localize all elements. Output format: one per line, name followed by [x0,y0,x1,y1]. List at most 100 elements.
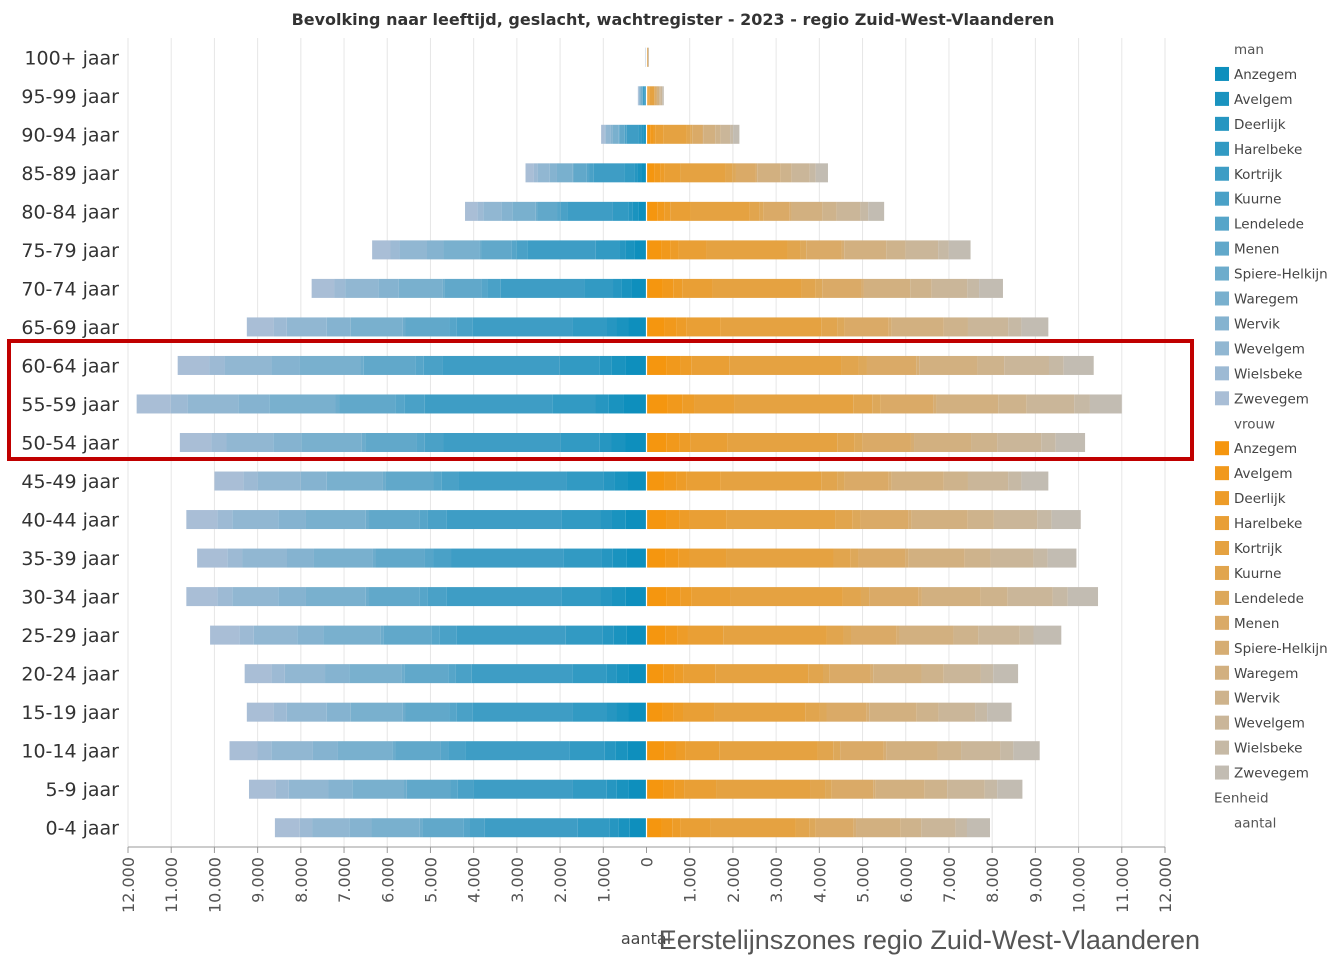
legend-item-man[interactable]: Kortrijk [1234,167,1282,183]
bar-man-kortrijk [424,394,553,414]
x-axis-label: aantal [621,929,671,948]
legend-item-vrouw[interactable]: Menen [1234,616,1279,632]
bar-man-spiere-helkijn [401,664,405,684]
bar-man-harelbeke [563,548,602,568]
bar-vrouw-kuurne [787,240,801,260]
bar-man-kortrijk [446,587,562,607]
highlight-box [7,339,1194,461]
bar-vrouw-avelgem [662,702,674,722]
bar-man-kortrijk [471,664,573,684]
bar-man-wevelgem [288,779,329,799]
legend-item-man[interactable]: Anzegem [1234,67,1297,83]
bar-man-lendelede [424,548,434,568]
legend-item-vrouw[interactable]: Kuurne [1234,566,1281,582]
bar-vrouw-lendelede [809,818,816,838]
bar-vrouw-spiere-helkijn [888,317,892,337]
bar-vrouw-avelgem [663,664,675,684]
legend-item-vrouw[interactable]: Anzegem [1234,441,1297,457]
bar-man-wevelgem [232,587,279,607]
bar-man-zwevegem [274,818,300,838]
legend-swatch-vrouw [1215,565,1229,580]
bar-vrouw-anzegem [646,201,658,221]
legend-item-man[interactable]: Spiere-Helkijn [1234,267,1328,283]
bar-man-spiere-helkijn [535,201,538,221]
bar-man-wevelgem [253,625,298,645]
bar-man-deerlijk [599,355,612,375]
bar-vrouw-harelbeke [664,163,681,183]
bar-vrouw-wielsbeke [1033,548,1048,568]
legend-item-vrouw[interactable]: Deerlijk [1234,491,1286,507]
bar-vrouw-wervik [900,818,922,838]
y-tick-label: 25-29 jaar [21,625,119,647]
bar-man-kuurne [427,510,447,530]
legend-item-man[interactable]: Zwevegem [1234,391,1309,407]
bar-vrouw-wevelgem [791,163,810,183]
bar-man-avelgem [613,625,627,645]
bar-vrouw-waregem [891,471,944,491]
bar-vrouw-harelbeke [678,240,707,260]
bar-vrouw-harelbeke [685,741,720,761]
y-axis-ticks: 100+ jaar 95-99 jaar 90-94 jaar 85-89 jaar 8… [21,47,119,839]
legend-item-man[interactable]: Avelgem [1234,92,1293,108]
bar-vrouw-kortrijk [690,201,750,221]
bar-vrouw-avelgem [663,779,675,799]
bar-vrouw-deerlijk [675,741,686,761]
legend-item-vrouw[interactable]: Avelgem [1234,466,1293,482]
legend-item-vrouw[interactable]: Wevelgem [1234,716,1305,732]
bar-vrouw-lendelede [854,433,863,452]
legend-swatch-vrouw [1215,740,1229,755]
legend-item-man[interactable]: Harelbeke [1234,142,1302,158]
bar-vrouw-wervik [980,587,1008,607]
bar-vrouw-harelbeke [686,317,721,337]
bar-vrouw-deerlijk [672,818,681,838]
bar-vrouw-spiere-helkijn [905,548,909,568]
bar-man-menen [339,394,396,414]
bar-man-kuurne [424,433,444,452]
bar-man-waregem [371,818,420,838]
x-axis-ticks: 12.000 11.000 10.000 9.000 8.000 7.000 6.000 5.… [119,847,1175,913]
bar-man-deerlijk [619,240,626,260]
legend-item-vrouw[interactable]: Waregem [1234,666,1298,682]
bar-vrouw-spiere-helkijn [896,625,900,645]
legend-item-vrouw[interactable]: Lendelede [1234,591,1304,607]
bar-man-wervik [287,548,314,568]
bar-vrouw-kortrijk [726,548,834,568]
legend-item-man[interactable]: Menen [1234,242,1279,258]
legend-item-man[interactable]: Waregem [1234,292,1298,308]
bar-man-zwevegem [229,741,258,761]
legend-item-man[interactable]: Wielsbeke [1234,366,1302,382]
legend-item-vrouw[interactable]: Zwevegem [1234,766,1309,782]
bar-man-spiere-helkijn [361,433,366,452]
legend-item-man[interactable]: Lendelede [1234,217,1304,233]
legend-item-vrouw[interactable]: Harelbeke [1234,516,1302,532]
legend-item-man[interactable]: Wervik [1234,316,1280,332]
bar-man-lendelede [419,510,428,530]
bar-man-anzegem [625,587,647,607]
bar-vrouw-menen [735,163,756,183]
legend-item-vrouw[interactable]: Wervik [1234,691,1280,707]
bar-vrouw-deerlijk [673,278,683,298]
legend-item-vrouw[interactable]: Spiere-Helkijn [1234,641,1328,657]
bar-man-kuurne [456,702,473,722]
legend-item-man[interactable]: Deerlijk [1234,117,1286,133]
bar-vrouw-deerlijk [674,664,684,684]
legend-item-man[interactable]: Wevelgem [1234,341,1305,357]
legend-item-vrouw[interactable]: Wielsbeke [1234,741,1302,757]
bar-vrouw-avelgem [661,818,673,838]
legend-item-vrouw[interactable]: Kortrijk [1234,541,1282,557]
bar-man-kuurne [560,201,568,221]
bar-vrouw-spiere-helkijn [870,664,874,684]
bar-man-harelbeke [561,587,601,607]
bar-man-wielsbeke [227,548,243,568]
bar-man-avelgem [618,818,630,838]
bar-vrouw-anzegem [646,587,667,607]
bar-vrouw-harelbeke [689,510,727,530]
bar-vrouw-wervik [967,510,994,530]
bar-vrouw-harelbeke [683,664,716,684]
bar-man-zwevegem [136,394,171,414]
legend-item-man[interactable]: Kuurne [1234,192,1281,208]
bar-vrouw-wielsbeke [980,664,994,684]
bar-vrouw-avelgem [666,433,680,452]
bar-vrouw-spiere-helkijn [861,278,864,298]
bar-man-zwevegem [601,124,605,144]
